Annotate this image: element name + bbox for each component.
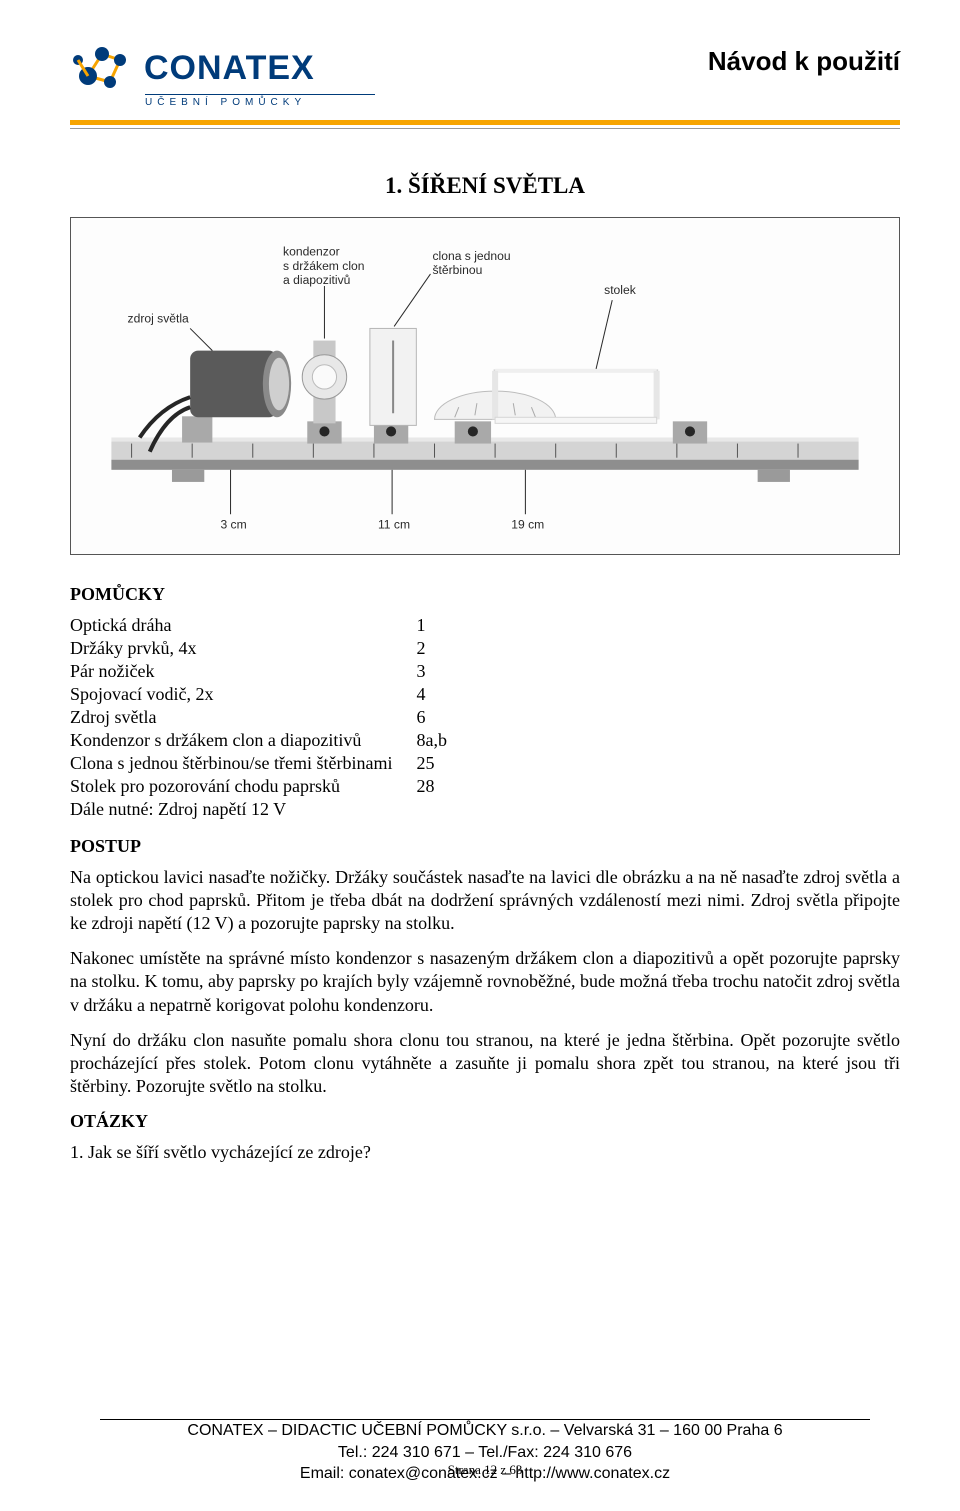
section-title: 1. ŠÍŘENÍ SVĚTLA (70, 173, 900, 199)
content: POMŮCKY Optická dráha1 Držáky prvků, 4x2… (70, 583, 900, 1164)
footer-line1: CONATEX – DIDACTIC UČEBNÍ POMŮCKY s.r.o.… (70, 1420, 900, 1442)
table-row: Dále nutné: Zdroj napětí 12 V (70, 798, 471, 821)
header-underline (70, 128, 900, 129)
brand-name: CONATEX (144, 49, 315, 88)
fig-label-stolek: stolek (604, 283, 637, 297)
table-row: Pár nožiček3 (70, 660, 471, 683)
fig-label-3cm: 3 cm (220, 517, 246, 531)
page-number: Strana 12 z 63 (70, 1461, 900, 1479)
fig-label-kond3: a diapozitivů (283, 273, 350, 287)
postup-p3: Nyní do držáku clon nasuňte pomalu shora… (70, 1029, 900, 1098)
fig-label-kond1: kondenzor (283, 245, 340, 259)
footer-line2: Tel.: 224 310 671 – Tel./Fax: 224 310 67… (70, 1442, 900, 1464)
document-title: Návod k použití (708, 40, 900, 77)
table-row: Spojovací vodič, 2x4 (70, 683, 471, 706)
light-source-icon (140, 351, 291, 452)
table-row: Kondenzor s držákem clon a diapozitivů8a… (70, 729, 471, 752)
fig-label-zdroj: zdroj světla (128, 311, 190, 325)
postup-heading: POSTUP (70, 835, 900, 858)
fig-label-clona1: clona s jednou (432, 249, 510, 263)
postup-p1: Na optickou lavici nasaďte nožičky. Držá… (70, 866, 900, 935)
table-row: Držáky prvků, 4x2 (70, 637, 471, 660)
fig-label-19cm: 19 cm (511, 517, 544, 531)
table-row: Zdroj světla6 (70, 706, 471, 729)
logo-block: CONATEX UČEBNÍ POMŮCKY (70, 40, 375, 108)
pomucky-table: Optická dráha1 Držáky prvků, 4x2 Pár nož… (70, 614, 471, 821)
slit-screen-icon (370, 328, 416, 443)
logo-icon (70, 40, 134, 96)
table-row: Clona s jednou štěrbinou/se třemi štěrbi… (70, 752, 471, 775)
postup-p2: Nakonec umístěte na správné místo konden… (70, 947, 900, 1016)
brand-tagline: UČEBNÍ POMŮCKY (145, 94, 375, 108)
fig-label-clona2: štěrbinou (432, 263, 482, 277)
accent-bar (70, 120, 900, 125)
stolek-icon (435, 369, 660, 444)
table-row: Stolek pro pozorování chodu paprsků28 (70, 775, 471, 798)
otazky-heading: OTÁZKY (70, 1110, 900, 1133)
fig-label-11cm: 11 cm (378, 517, 410, 531)
fig-label-kond2: s držákem clon (283, 259, 364, 273)
otazky-q1: 1. Jak se šíří světlo vycházející ze zdr… (70, 1141, 900, 1164)
header: CONATEX UČEBNÍ POMŮCKY Návod k použití (70, 40, 900, 116)
footer: CONATEX – DIDACTIC UČEBNÍ POMŮCKY s.r.o.… (70, 1419, 900, 1485)
pomucky-heading: POMŮCKY (70, 583, 900, 606)
table-row: Optická dráha1 (70, 614, 471, 637)
apparatus-figure: zdroj světla kondenzor s držákem clon a … (70, 217, 900, 555)
condenser-icon (302, 341, 346, 444)
